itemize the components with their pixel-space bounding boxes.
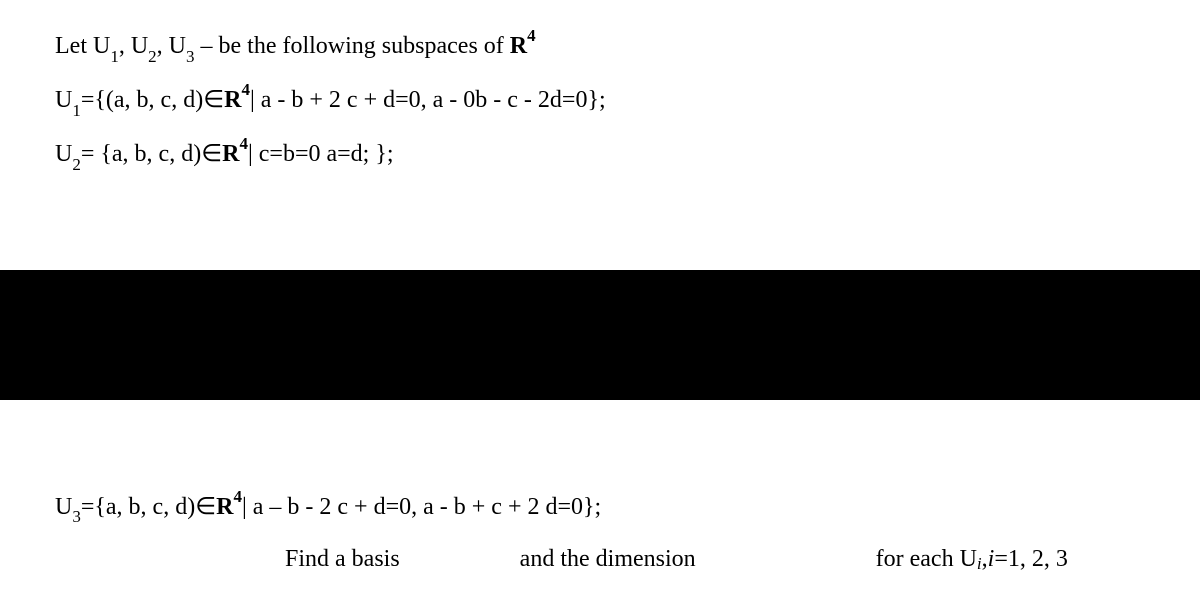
- u3-conditions: | a – b - 2 c + d=0, a - b + c + 2 d=0};: [242, 494, 601, 520]
- u1-line: U1={(a, b, c, d)∈R4| a - b + 2 c + d=0, …: [55, 79, 1145, 121]
- u1-bold-R: R: [224, 87, 241, 113]
- intro-text-pre: Let U: [55, 33, 110, 59]
- u3-sub: 3: [72, 507, 81, 526]
- u2-bold-R: R: [222, 141, 239, 167]
- task-part2: and the dimension: [520, 540, 696, 578]
- intro-sup4: 4: [527, 26, 536, 45]
- intro-sub2: 2: [148, 47, 157, 66]
- intro-line: Let U1, U2, U3 – be the following subspa…: [55, 25, 1145, 67]
- top-content-block: Let U1, U2, U3 – be the following subspa…: [0, 0, 1200, 175]
- u2-line: U2= {a, b, c, d)∈R4| c=b=0 a=d; };: [55, 133, 1145, 175]
- u1-sup: 4: [241, 80, 250, 99]
- u1-prefix: U: [55, 87, 72, 113]
- u3-bold-R: R: [216, 494, 233, 520]
- u2-eq-open: = {a, b, c, d)∈: [81, 141, 222, 167]
- bottom-content-block: U3={a, b, c, d)∈R4| a – b - 2 c + d=0, a…: [55, 486, 1145, 590]
- u2-sub: 2: [72, 155, 81, 174]
- u3-prefix: U: [55, 494, 72, 520]
- intro-sub1: 1: [110, 47, 119, 66]
- intro-mid2: , U: [157, 33, 186, 59]
- intro-sub3: 3: [186, 47, 195, 66]
- u1-conditions: | a - b + 2 c + d=0, a - 0b - c - 2d=0};: [250, 87, 606, 113]
- u3-eq-open: ={a, b, c, d)∈: [81, 494, 216, 520]
- task-part3-sub: i: [977, 550, 982, 577]
- task-part3-end: =1, 2, 3: [994, 540, 1068, 578]
- intro-post: – be the following subspaces of: [195, 33, 510, 59]
- u2-sup: 4: [239, 134, 248, 153]
- task-part1: Find a basis: [285, 540, 400, 578]
- u3-sup: 4: [233, 487, 242, 506]
- redaction-bar: [0, 270, 1200, 400]
- u1-sub: 1: [72, 101, 81, 120]
- task-part3-italic: i: [988, 540, 995, 578]
- task-line: Find a basis and the dimension for each …: [55, 540, 1145, 578]
- intro-mid1: , U: [119, 33, 148, 59]
- u3-line: U3={a, b, c, d)∈R4| a – b - 2 c + d=0, a…: [55, 486, 1145, 528]
- intro-bold-R: R: [510, 33, 527, 59]
- u2-prefix: U: [55, 141, 72, 167]
- u2-conditions: | c=b=0 a=d; };: [248, 141, 394, 167]
- u1-eq-open: ={(a, b, c, d)∈: [81, 87, 224, 113]
- task-part3-pre: for each U: [876, 540, 977, 578]
